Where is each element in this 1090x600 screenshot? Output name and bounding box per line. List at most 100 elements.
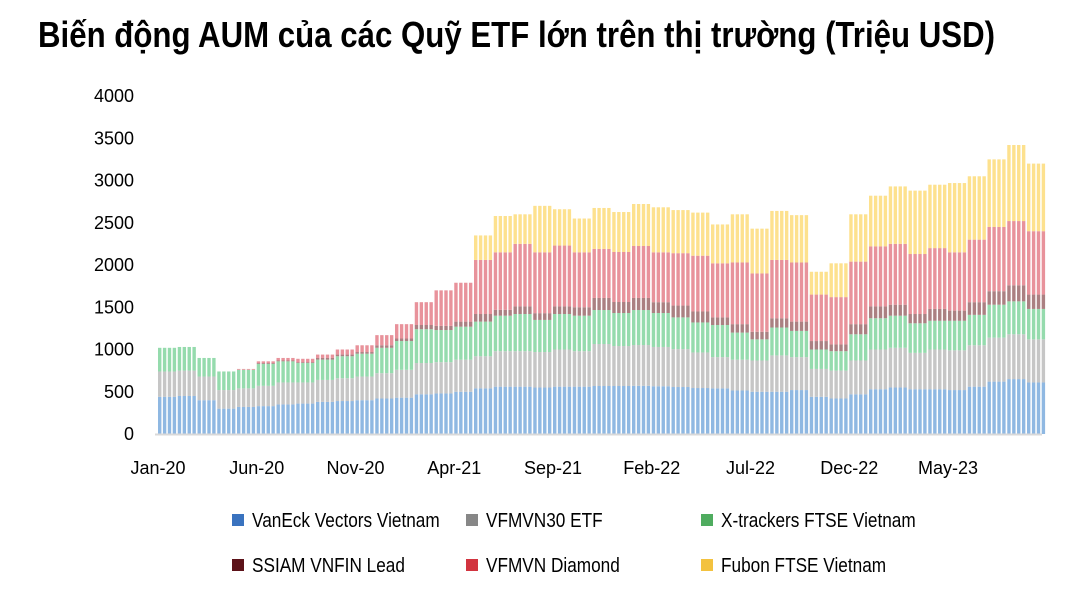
bar-segment-vfmvn30-etf — [1012, 334, 1016, 380]
bar-segment-x-trackers-ftse-vietnam — [464, 326, 468, 360]
bar-segment-vfmvn-diamond — [720, 263, 725, 318]
bar-segment-vfmvn30-etf — [903, 347, 907, 388]
bar-segment-ssiam-vnfin-lead — [454, 321, 458, 327]
bar-segment-vaneck-vectors-vietnam — [725, 388, 730, 434]
bar-segment-x-trackers-ftse-vietnam — [414, 329, 419, 364]
bar-segment-vaneck-vectors-vietnam — [316, 401, 320, 434]
bar-segment-x-trackers-ftse-vietnam — [849, 334, 853, 361]
bar-segment-ssiam-vnfin-lead — [557, 306, 562, 315]
bar-segment-x-trackers-ftse-vietnam — [572, 315, 577, 352]
bar-segment-ssiam-vnfin-lead — [271, 363, 275, 364]
bar-segment-fubon-ftse-vietnam — [661, 207, 665, 253]
bar-segment-vaneck-vectors-vietnam — [567, 386, 572, 434]
bar-segment-vfmvn-diamond — [439, 290, 443, 326]
bar-segment-ssiam-vnfin-lead — [459, 321, 463, 327]
bar-segment-fubon-ftse-vietnam — [1041, 163, 1046, 232]
bar-segment-ssiam-vnfin-lead — [256, 363, 261, 364]
bar-segment-vfmvn30-etf — [399, 369, 404, 398]
bar-segment-vaneck-vectors-vietnam — [523, 386, 527, 434]
bar-segment-fubon-ftse-vietnam — [844, 263, 848, 298]
bar-segment-fubon-ftse-vietnam — [928, 184, 932, 249]
bar-segment-vaneck-vectors-vietnam — [705, 388, 710, 434]
bar-segment-x-trackers-ftse-vietnam — [340, 356, 345, 379]
bar-segment-x-trackers-ftse-vietnam — [567, 314, 572, 350]
bar-segment-vfmvn-diamond — [997, 226, 1001, 292]
bar-segment-x-trackers-ftse-vietnam — [646, 310, 651, 346]
bar-segment-fubon-ftse-vietnam — [612, 212, 616, 252]
bar-segment-vfmvn-diamond — [844, 297, 848, 345]
bar-segment-vfmvn-diamond — [893, 243, 898, 305]
bar-segment-vaneck-vectors-vietnam — [483, 388, 488, 434]
bar-segment-ssiam-vnfin-lead — [676, 305, 680, 318]
bar-segment-x-trackers-ftse-vietnam — [375, 347, 379, 374]
bar-segment-x-trackers-ftse-vietnam — [296, 363, 300, 383]
bar-stack-Nov-20 — [355, 345, 374, 434]
bar-segment-ssiam-vnfin-lead — [977, 302, 981, 315]
bar-segment-vfmvn-diamond — [948, 252, 952, 311]
bar-segment-vaneck-vectors-vietnam — [711, 388, 715, 434]
bar-segment-vaneck-vectors-vietnam — [671, 387, 675, 434]
bar-segment-vaneck-vectors-vietnam — [977, 386, 981, 434]
x-tick-label: Apr-21 — [427, 458, 481, 478]
bar-segment-vfmvn30-etf — [888, 347, 893, 388]
bar-segment-ssiam-vnfin-lead — [923, 314, 927, 324]
bar-segment-ssiam-vnfin-lead — [809, 341, 814, 350]
bar-segment-fubon-ftse-vietnam — [740, 214, 744, 263]
bar-segment-vfmvn-diamond — [952, 252, 957, 311]
bar-segment-vaneck-vectors-vietnam — [948, 390, 952, 434]
bar-segment-x-trackers-ftse-vietnam — [577, 315, 582, 352]
bar-segment-vfmvn30-etf — [626, 346, 631, 387]
bar-segment-vaneck-vectors-vietnam — [873, 389, 878, 434]
bar-segment-ssiam-vnfin-lead — [316, 357, 320, 360]
bar-segment-x-trackers-ftse-vietnam — [780, 327, 784, 356]
bar-segment-vfmvn-diamond — [1002, 226, 1006, 292]
bar-segment-vfmvn30-etf — [513, 351, 517, 387]
bar-segment-vfmvn-diamond — [468, 282, 473, 322]
bar-segment-vfmvn-diamond — [316, 354, 320, 358]
bar-segment-fubon-ftse-vietnam — [819, 271, 823, 295]
bar-segment-x-trackers-ftse-vietnam — [286, 361, 290, 383]
bar-segment-vfmvn30-etf — [296, 382, 300, 404]
bar-segment-vfmvn-diamond — [1017, 221, 1021, 286]
bar-segment-x-trackers-ftse-vietnam — [1012, 301, 1016, 335]
bar-segment-vfmvn30-etf — [982, 345, 986, 387]
bar-segment-vfmvn-diamond — [483, 259, 488, 315]
bar-segment-vfmvn-diamond — [557, 245, 562, 307]
bar-segment-fubon-ftse-vietnam — [898, 186, 902, 244]
bar-segment-vaneck-vectors-vietnam — [291, 404, 295, 434]
bar-segment-ssiam-vnfin-lead — [908, 314, 912, 324]
bar-segment-vfmvn30-etf — [686, 349, 690, 388]
bar-segment-vaneck-vectors-vietnam — [1036, 382, 1041, 434]
bar-segment-vaneck-vectors-vietnam — [434, 393, 438, 434]
bar-segment-vaneck-vectors-vietnam — [587, 386, 591, 434]
bar-segment-vfmvn-diamond — [350, 349, 354, 355]
bar-segment-ssiam-vnfin-lead — [291, 360, 295, 362]
bar-segment-vfmvn-diamond — [335, 349, 340, 355]
x-tick-label: Dec-22 — [820, 458, 878, 478]
bar-segment-vfmvn-diamond — [775, 259, 779, 319]
bar-segment-vfmvn-diamond — [389, 335, 394, 346]
bar-segment-vaneck-vectors-vietnam — [681, 387, 685, 434]
bar-segment-vfmvn30-etf — [977, 345, 981, 387]
bar-segment-vaneck-vectors-vietnam — [765, 391, 769, 434]
bar-segment-vaneck-vectors-vietnam — [1027, 382, 1031, 434]
bar-segment-vfmvn-diamond — [306, 358, 310, 363]
bar-segment-x-trackers-ftse-vietnam — [701, 322, 705, 353]
bar-segment-fubon-ftse-vietnam — [987, 159, 991, 227]
bar-segment-vaneck-vectors-vietnam — [997, 381, 1001, 434]
bar-segment-vfmvn30-etf — [646, 345, 651, 386]
legend-swatch — [466, 514, 478, 526]
bar-segment-ssiam-vnfin-lead — [641, 297, 646, 311]
bar-segment-vaneck-vectors-vietnam — [533, 387, 537, 434]
bar-segment-ssiam-vnfin-lead — [755, 331, 759, 340]
bar-segment-fubon-ftse-vietnam — [617, 212, 621, 252]
bar-segment-vfmvn30-etf — [720, 357, 725, 389]
bar-segment-vaneck-vectors-vietnam — [814, 396, 819, 434]
bar-segment-vfmvn-diamond — [355, 345, 359, 353]
bar-segment-vfmvn-diamond — [498, 252, 503, 310]
bar-segment-fubon-ftse-vietnam — [503, 215, 507, 253]
bar-segment-vfmvn30-etf — [572, 351, 577, 387]
bar-segment-vaneck-vectors-vietnam — [409, 397, 414, 434]
bar-segment-x-trackers-ftse-vietnam — [276, 361, 280, 383]
bar-segment-vfmvn30-etf — [938, 349, 942, 390]
